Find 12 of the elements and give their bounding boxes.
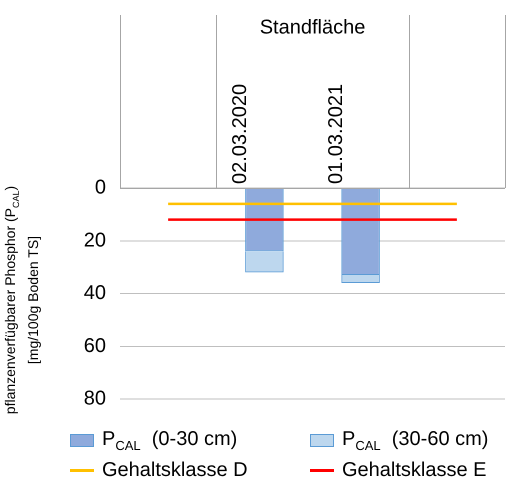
x-tick-label: 02.03.2020 [228,84,251,184]
text: Standfläche [260,16,366,39]
legend-label: P$_{CAL}$ (30-60 cm) [342,428,488,453]
y-tick-label: 80 [84,388,106,410]
legend-label: Gehaltsklasse D [102,459,248,482]
y-tick-label: 20 [84,229,106,252]
y-tick-label: 60 [84,334,106,357]
legend-label: P$_{CAL}$ (0-30 cm) [102,428,238,453]
legend-label: Gehaltsklasse E [342,459,487,482]
x-tick-label: 01.03.2021 [325,84,348,184]
y-tick-label: 0 [94,176,106,199]
y-tick-label: 40 [84,282,106,304]
